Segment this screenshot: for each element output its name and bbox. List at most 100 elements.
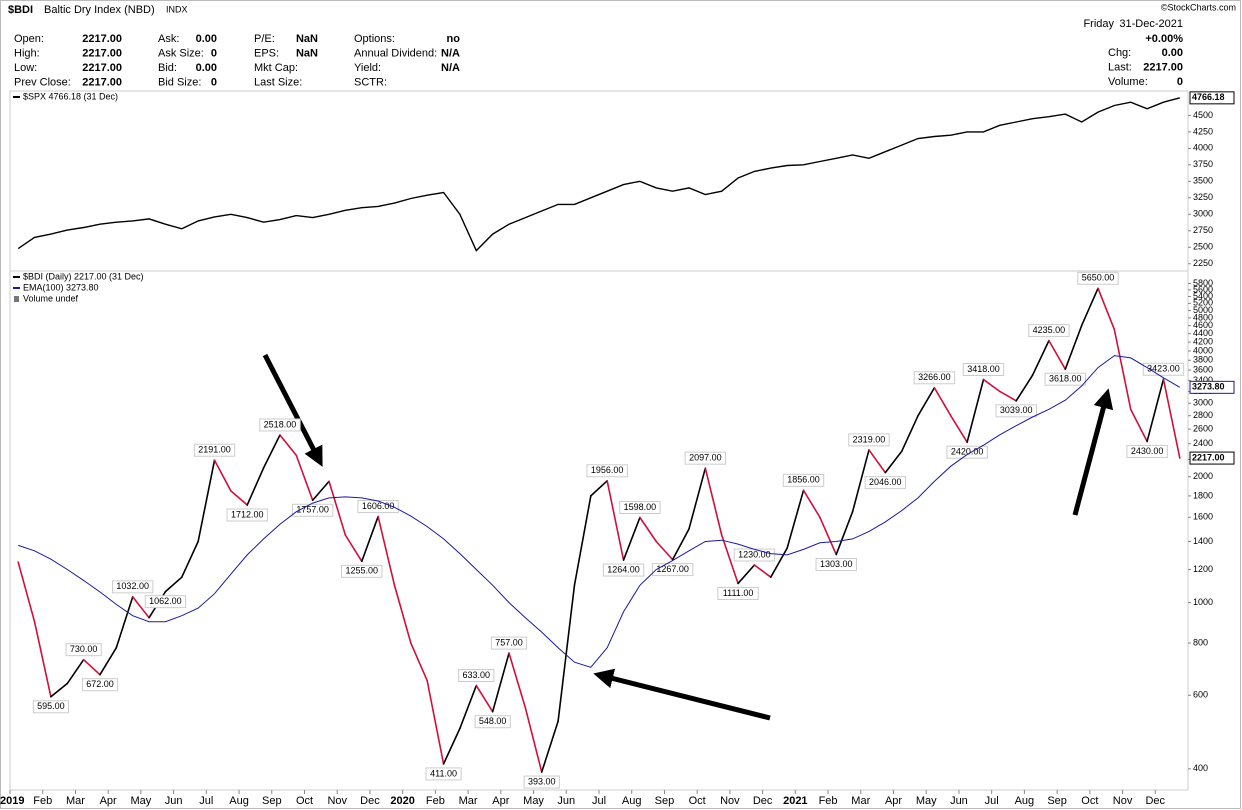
price-segment [982, 378, 1001, 393]
value-label: 1032.00 [116, 581, 149, 591]
price-segment [524, 706, 543, 773]
price-segment [197, 459, 216, 543]
line [18, 355, 1181, 668]
value-label: 3618.00 [1049, 374, 1082, 384]
price-segment [115, 596, 134, 649]
stat-value: 2217.00 [82, 47, 122, 59]
price-segment [230, 490, 249, 506]
price-segment [557, 584, 576, 723]
price-segment [82, 658, 101, 676]
value-label-box [619, 500, 661, 514]
x-tick-label: Mar [66, 795, 85, 807]
stat-value: 2217.00 [82, 62, 122, 74]
value-label: 1062.00 [149, 596, 182, 606]
x-tick-label: Nov [327, 795, 347, 807]
value-label-box [193, 443, 236, 457]
quote-label: Last: [1108, 61, 1132, 73]
stat-value: NaN [296, 47, 318, 59]
price-segment [868, 449, 887, 474]
stat-value: 0.00 [196, 62, 217, 74]
x-tick-label: Aug [1015, 795, 1035, 807]
value-label-box [962, 363, 1005, 377]
value-label: 3418.00 [967, 364, 1000, 374]
value-label-box [815, 558, 857, 572]
price-segment [835, 510, 854, 556]
stat-value: 0 [211, 47, 217, 59]
stat-value: N/A [441, 62, 460, 74]
last-value: 4766.18 [1192, 92, 1225, 102]
y-tick-label: 4800 [1193, 312, 1213, 322]
x-tick-label: Mar [459, 795, 478, 807]
bottom-panel [9, 270, 1189, 791]
value-label: 411.00 [430, 768, 457, 778]
y-tick-label: 4000 [1193, 143, 1213, 153]
value-label: 1712.00 [231, 509, 264, 519]
price-segment [1129, 408, 1148, 443]
price-segment [622, 516, 641, 561]
price-segment [131, 596, 150, 619]
y-tick-label: 1200 [1193, 564, 1213, 574]
stat-label: Annual Dividend: [354, 47, 437, 59]
y-tick-label: 2000 [1193, 471, 1213, 481]
value-label: 1267.00 [656, 564, 689, 574]
value-label: 730.00 [70, 644, 98, 654]
value-label: 3039.00 [1000, 405, 1033, 415]
price-segment [884, 450, 903, 474]
value-label-box [226, 508, 268, 522]
y-tick-label: 1600 [1193, 512, 1213, 522]
price-segment [442, 727, 461, 765]
x-tick-label: Oct [1081, 795, 1098, 807]
value-label: 2191.00 [198, 445, 231, 455]
price-segment [99, 646, 118, 676]
stat-label: SCTR: [354, 76, 387, 88]
stat-label: Ask Size: [158, 47, 204, 59]
date: 31-Dec-2021 [1119, 18, 1183, 30]
price-segment [573, 495, 592, 587]
y-tick-label: 5800 [1193, 278, 1213, 288]
price-segment [164, 576, 183, 593]
value-label: 2430.00 [1131, 446, 1164, 456]
value-label: 1111.00 [723, 588, 754, 598]
value-label: 595.00 [37, 701, 65, 711]
price-segment [917, 386, 936, 417]
stat-value: 0.00 [196, 33, 217, 45]
y-tick-label: 3500 [1193, 176, 1213, 186]
y-tick-label: 4000 [1193, 345, 1213, 355]
price-segment [50, 682, 69, 698]
value-label: 393.00 [528, 776, 556, 786]
stat-value: no [447, 33, 461, 45]
price-segment [1048, 339, 1067, 370]
price-segment [33, 620, 52, 698]
value-label-box [458, 669, 495, 683]
stat-value: NaN [296, 33, 318, 45]
price-segment [819, 516, 838, 556]
value-label-box [684, 451, 727, 465]
y-tick-label: 5600 [1193, 284, 1213, 294]
y-tick-label: 400 [1193, 763, 1208, 773]
stat-label: Ask: [158, 33, 179, 45]
value-label: 4235.00 [1033, 325, 1066, 335]
y-tick-label: 5200 [1193, 298, 1213, 308]
price-segment [475, 684, 494, 713]
value-label: 2319.00 [853, 434, 886, 444]
y-tick-label: 3000 [1193, 209, 1213, 219]
price-segment [17, 561, 36, 623]
y-tick-label: 2600 [1193, 424, 1213, 434]
line [17, 97, 1180, 252]
price-segment [1031, 339, 1050, 377]
exchange: INDX [166, 4, 188, 14]
legend-label: EMA(100) 3273.80 [23, 282, 99, 292]
y-tick-label: 2750 [1193, 225, 1213, 235]
y-tick-label: 3400 [1193, 375, 1213, 385]
x-tick-label: Dec [360, 795, 380, 807]
y-tick-label: 4500 [1193, 110, 1213, 120]
value-label-box [1028, 324, 1070, 338]
price-segment [1113, 328, 1132, 411]
stat-value: N/A [441, 47, 460, 59]
stat-label: Mkt Cap: [254, 62, 298, 74]
price-segment [949, 414, 968, 443]
value-label-box [523, 775, 560, 789]
arrow [262, 353, 323, 467]
price-segment [213, 459, 232, 492]
